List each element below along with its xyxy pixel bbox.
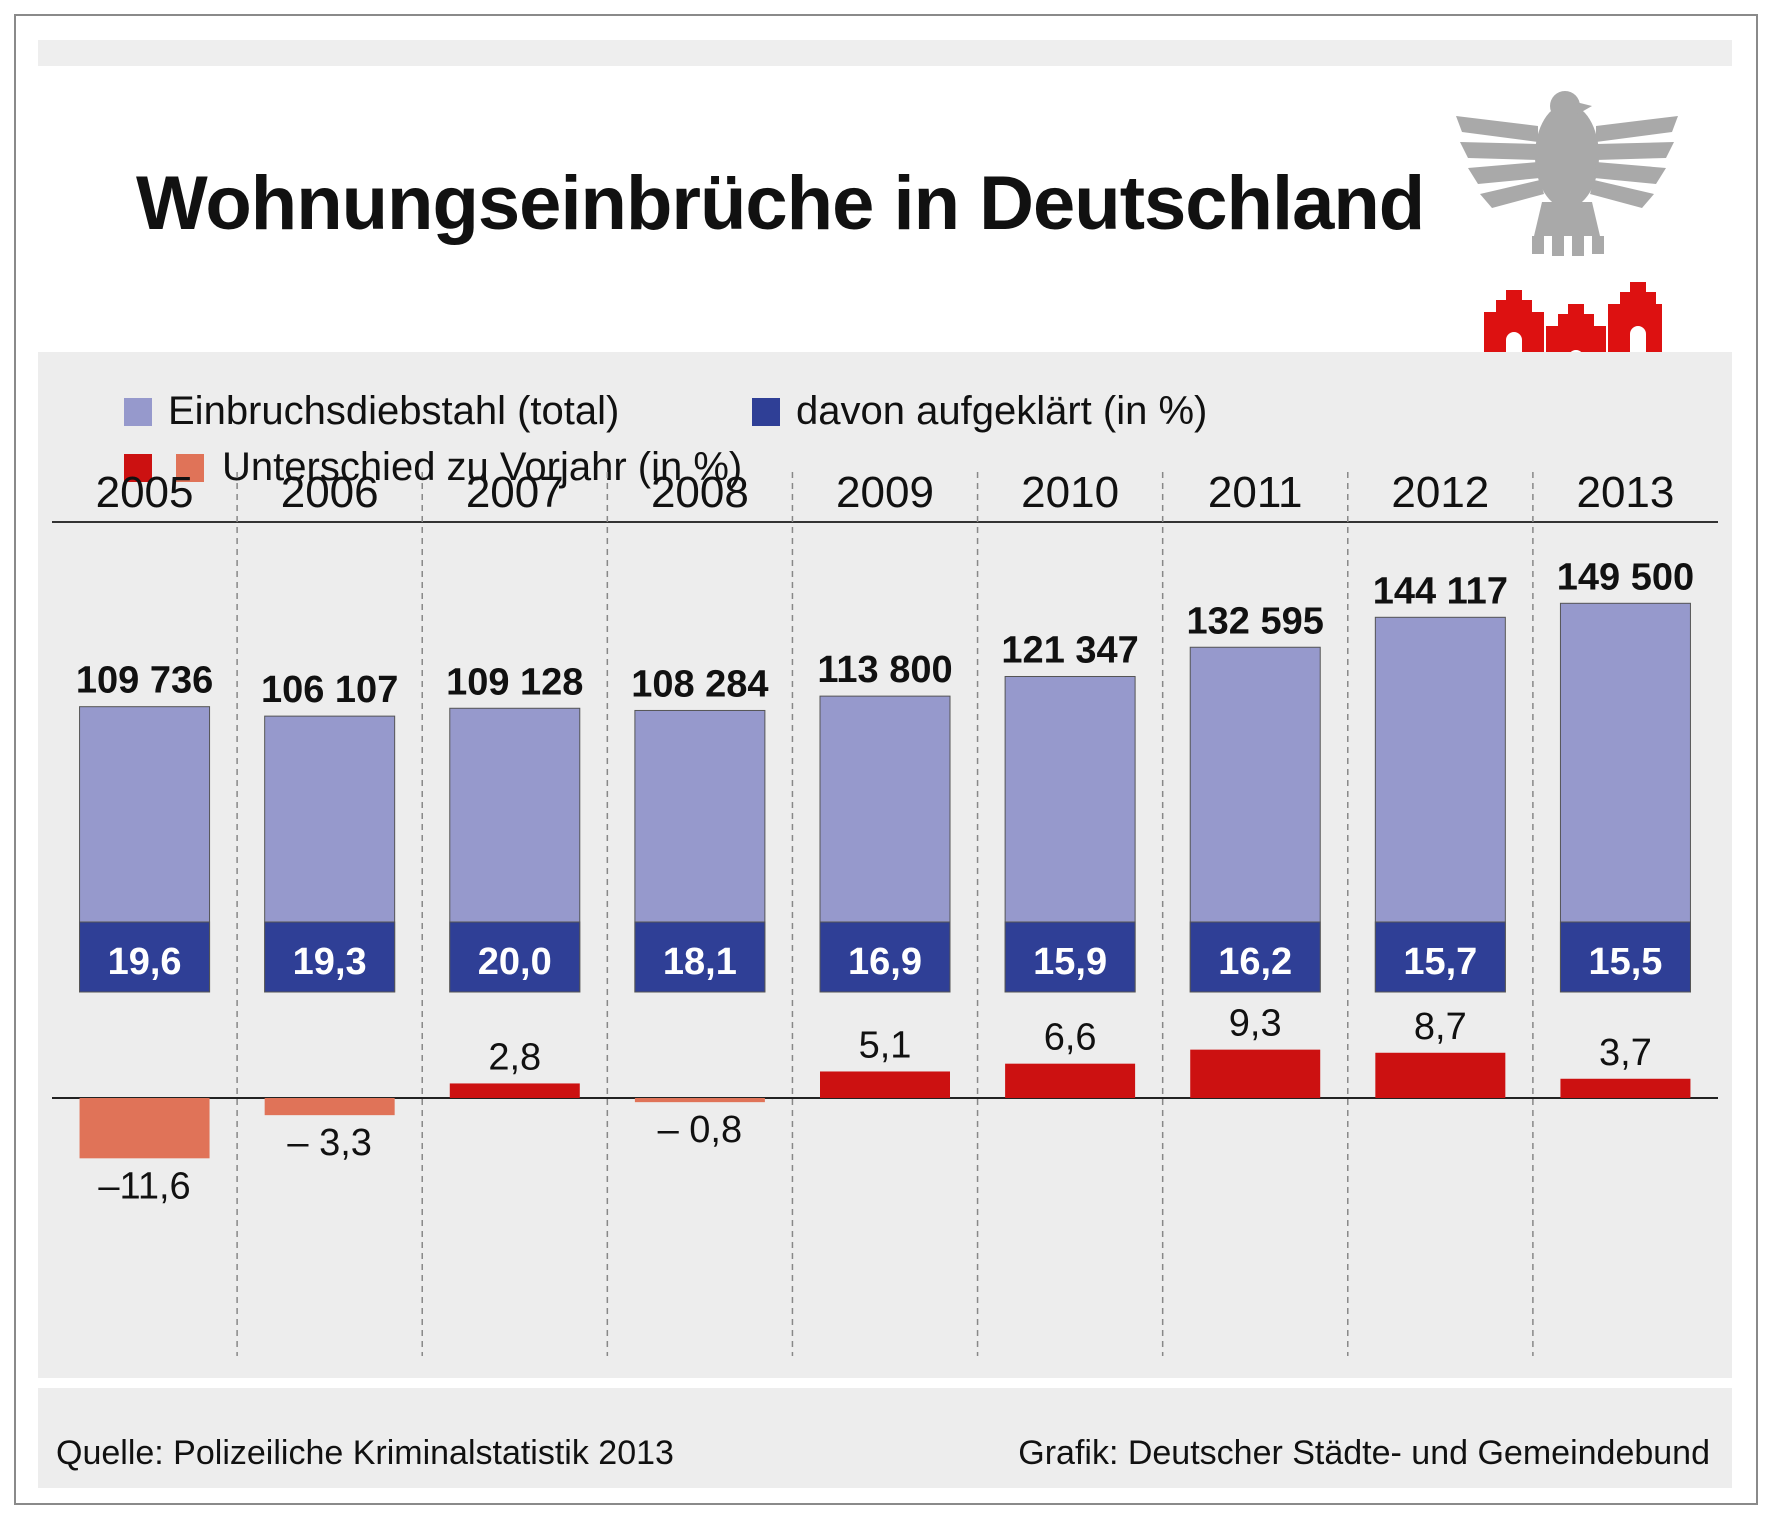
total-value-label: 106 107 — [261, 669, 398, 711]
change-bar-increase — [1375, 1052, 1506, 1098]
change-value-label: –11,6 — [98, 1165, 190, 1207]
change-bar-increase — [820, 1071, 950, 1098]
total-value-label: 109 128 — [446, 661, 583, 703]
change-value-label: 3,7 — [1599, 1032, 1652, 1074]
legend-label-total: Einbruchsdiebstahl (total) — [168, 389, 619, 433]
cleared-value-label: 15,7 — [1403, 941, 1477, 983]
year-label: 2007 — [466, 468, 564, 517]
change-bar-increase — [449, 1083, 580, 1098]
total-value-label: 149 500 — [1557, 556, 1694, 598]
change-value-label: 8,7 — [1414, 1006, 1467, 1048]
eagle-icon — [1456, 91, 1678, 256]
total-value-label: 121 347 — [1001, 629, 1138, 671]
year-label: 2005 — [96, 468, 194, 517]
change-value-label: 2,8 — [488, 1036, 541, 1078]
change-bar-decrease — [264, 1098, 395, 1116]
change-value-label: 5,1 — [859, 1024, 912, 1066]
year-label: 2006 — [281, 468, 379, 517]
change-bar-increase — [1005, 1063, 1136, 1098]
cleared-value-label: 15,9 — [1033, 941, 1107, 983]
legend: Einbruchsdiebstahl (total) davon aufgekl… — [124, 389, 1207, 489]
change-bar-decrease — [79, 1098, 210, 1159]
chart-panel: Einbruchsdiebstahl (total) davon aufgekl… — [38, 352, 1732, 1378]
legend-swatch-increase — [124, 454, 152, 482]
total-value-label: 113 800 — [817, 649, 952, 691]
plot-area: 2005 109 736 19,6 –11,6 2006 106 107 19,3 – 3,3… — [52, 468, 1718, 1356]
change-value-label: 6,6 — [1044, 1017, 1097, 1059]
cleared-value-label: 16,9 — [848, 941, 922, 983]
year-label: 2010 — [1021, 468, 1119, 517]
total-value-label: 144 117 — [1373, 570, 1508, 612]
change-bar-decrease — [634, 1098, 765, 1103]
legend-swatch-decrease — [176, 454, 204, 482]
total-value-label: 109 736 — [76, 660, 213, 702]
year-label: 2013 — [1576, 468, 1674, 517]
cleared-bar — [79, 921, 211, 993]
cleared-bar — [264, 921, 396, 993]
cleared-bar — [1004, 921, 1136, 993]
cleared-bar — [819, 921, 951, 993]
total-value-label: 108 284 — [631, 663, 768, 705]
cleared-value-label: 18,1 — [663, 941, 737, 983]
cleared-value-label: 20,0 — [478, 941, 552, 983]
change-bar-increase — [1560, 1078, 1691, 1098]
change-value-label: – 3,3 — [287, 1122, 372, 1164]
source-note: Quelle: Polizeiliche Kriminalstatistik 2… — [56, 1434, 674, 1472]
legend-swatch-cleared — [752, 398, 780, 426]
year-label: 2009 — [836, 468, 934, 517]
total-value-label: 132 595 — [1187, 600, 1324, 642]
legend-label-change: Unterschied zu Vorjahr (in %) — [222, 445, 742, 489]
year-label: 2011 — [1208, 468, 1303, 517]
footer: Quelle: Polizeiliche Kriminalstatistik 2… — [38, 1388, 1732, 1488]
legend-swatch-total — [124, 398, 152, 426]
cleared-bar — [634, 921, 766, 993]
change-bar-increase — [1190, 1049, 1321, 1098]
cleared-bar — [449, 921, 581, 993]
top-band — [38, 40, 1732, 66]
cleared-value-label: 16,2 — [1218, 941, 1292, 983]
credit-note: Grafik: Deutscher Städte- und Gemeindebu… — [1018, 1434, 1710, 1472]
page-title: Wohnungseinbrüche in Deutschland — [136, 161, 1425, 246]
change-value-label: – 0,8 — [658, 1109, 743, 1151]
change-value-label: 9,3 — [1229, 1003, 1282, 1045]
legend-label-cleared: davon aufgeklärt (in %) — [796, 389, 1207, 433]
year-label: 2012 — [1391, 468, 1489, 517]
cleared-value-label: 19,6 — [108, 941, 182, 983]
cleared-bar — [1374, 921, 1506, 993]
cleared-bar — [1189, 921, 1321, 993]
year-label: 2008 — [651, 468, 749, 517]
cleared-bar — [1559, 921, 1691, 993]
cleared-value-label: 15,5 — [1588, 941, 1662, 983]
cleared-value-label: 19,3 — [293, 941, 367, 983]
bar-chart: Einbruchsdiebstahl (total) davon aufgekl… — [52, 389, 1718, 1356]
